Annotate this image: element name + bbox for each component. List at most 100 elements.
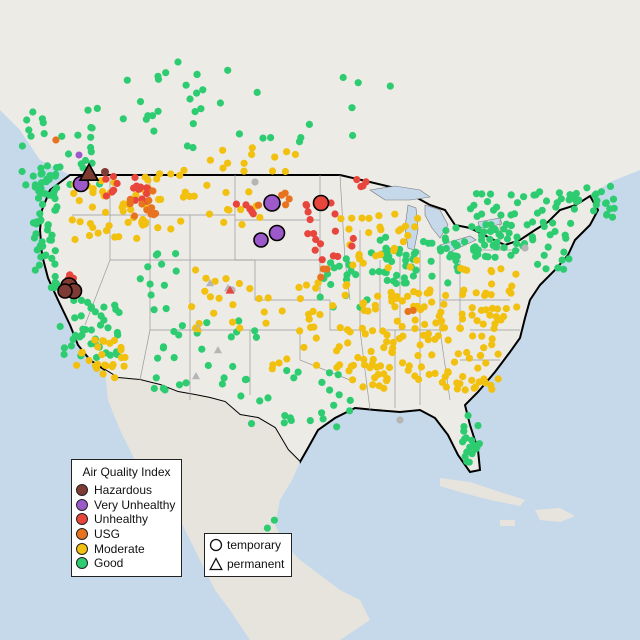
site-marker-moderate (383, 338, 391, 346)
site-marker-moderate (488, 268, 496, 276)
site-marker-good (31, 181, 39, 189)
site-marker-good (229, 362, 237, 371)
site-marker-usg (130, 212, 139, 220)
site-marker-good (199, 86, 207, 94)
site-marker-good (593, 197, 601, 205)
site-marker-moderate (442, 291, 450, 300)
site-marker-moderate (106, 339, 114, 347)
site-marker-moderate (456, 324, 464, 332)
site-marker-moderate (411, 325, 419, 333)
site-marker-unhealthy (303, 201, 311, 209)
site-marker-good (247, 420, 256, 428)
site-marker-moderate (365, 214, 373, 222)
site-marker-moderate (192, 266, 200, 274)
site-marker-good (549, 219, 557, 227)
site-marker-moderate (343, 280, 351, 289)
site-marker-moderate (102, 227, 111, 235)
site-marker-moderate (482, 359, 490, 367)
site-marker-good (437, 247, 445, 255)
site-marker-good (565, 255, 573, 263)
site-marker-moderate (111, 233, 119, 241)
site-marker-moderate (296, 327, 304, 335)
site-marker-good (161, 386, 169, 394)
site-marker-good (318, 409, 326, 417)
large-site-marker-unhealthy (312, 194, 330, 212)
site-marker-good (144, 263, 152, 271)
site-marker-good (376, 236, 384, 244)
site-marker-moderate (431, 335, 439, 343)
site-marker-good (154, 107, 162, 115)
site-marker-moderate (91, 336, 99, 344)
site-marker-moderate (291, 150, 299, 159)
site-marker-moderate (358, 214, 366, 222)
site-marker-unhealthy (331, 227, 339, 235)
site-marker-good (352, 271, 360, 279)
site-marker-moderate (206, 156, 214, 164)
site-marker-good (290, 374, 298, 382)
site-marker-good (571, 195, 579, 203)
site-marker-good (606, 182, 615, 190)
site-marker-moderate (380, 370, 388, 378)
site-marker-good (23, 116, 31, 124)
jamaica-land (500, 520, 515, 526)
site-marker-moderate (420, 303, 428, 311)
site-marker-good (104, 324, 112, 332)
site-marker-good (189, 120, 197, 128)
site-marker-moderate (248, 144, 256, 152)
site-marker-good (224, 66, 232, 74)
site-marker-good (267, 134, 275, 142)
site-marker-moderate (404, 292, 412, 300)
site-marker-good (542, 265, 550, 273)
site-marker-moderate (108, 363, 116, 371)
site-marker-moderate (359, 383, 367, 391)
site-marker-moderate (275, 359, 283, 367)
site-marker-moderate (219, 146, 227, 154)
site-marker-moderate (371, 305, 380, 313)
site-marker-moderate (374, 292, 382, 300)
site-marker-good (606, 205, 614, 213)
site-marker-unhealthy (329, 252, 337, 260)
site-marker-good (544, 243, 552, 251)
site-marker-good (172, 250, 180, 258)
site-marker-moderate (264, 294, 272, 302)
site-marker-good (92, 353, 101, 362)
site-marker-good (252, 333, 260, 341)
site-marker-good (512, 240, 521, 248)
site-marker-good (162, 69, 170, 77)
legend-item-temporary: temporary (205, 537, 291, 553)
site-marker-moderate (314, 279, 322, 287)
site-marker-good (178, 322, 186, 330)
site-marker-good (567, 219, 575, 227)
site-marker-moderate (99, 370, 107, 378)
site-marker-good (502, 220, 511, 228)
circle-icon (209, 538, 223, 552)
site-marker-moderate (211, 277, 219, 285)
site-marker-moderate (94, 229, 102, 237)
site-marker-moderate (85, 232, 94, 240)
site-marker-good (294, 368, 302, 376)
site-marker-good (484, 253, 492, 261)
site-marker-good (460, 423, 468, 431)
site-marker-good (428, 272, 436, 280)
site-marker-moderate (206, 293, 214, 301)
site-marker-good (412, 266, 420, 274)
site-marker-moderate (454, 350, 462, 358)
site-marker-moderate (428, 298, 436, 306)
site-marker-good (150, 127, 158, 135)
site-marker-moderate (440, 300, 448, 308)
site-marker-good (330, 264, 338, 272)
site-marker-moderate (312, 334, 320, 342)
site-marker-good (546, 231, 554, 239)
site-marker-moderate (281, 167, 289, 176)
site-marker-moderate (240, 167, 248, 175)
site-marker-unhealthy (304, 230, 312, 238)
good-marker-icon (76, 557, 88, 570)
site-marker-good (64, 150, 73, 158)
legend-label: Very Unhealthy (94, 497, 176, 512)
site-marker-moderate (419, 331, 427, 339)
site-marker-unhealthy (312, 235, 320, 244)
site-marker-moderate (85, 356, 93, 365)
site-marker-moderate (425, 370, 433, 379)
site-marker-moderate (154, 224, 162, 232)
site-marker-moderate (492, 313, 500, 321)
